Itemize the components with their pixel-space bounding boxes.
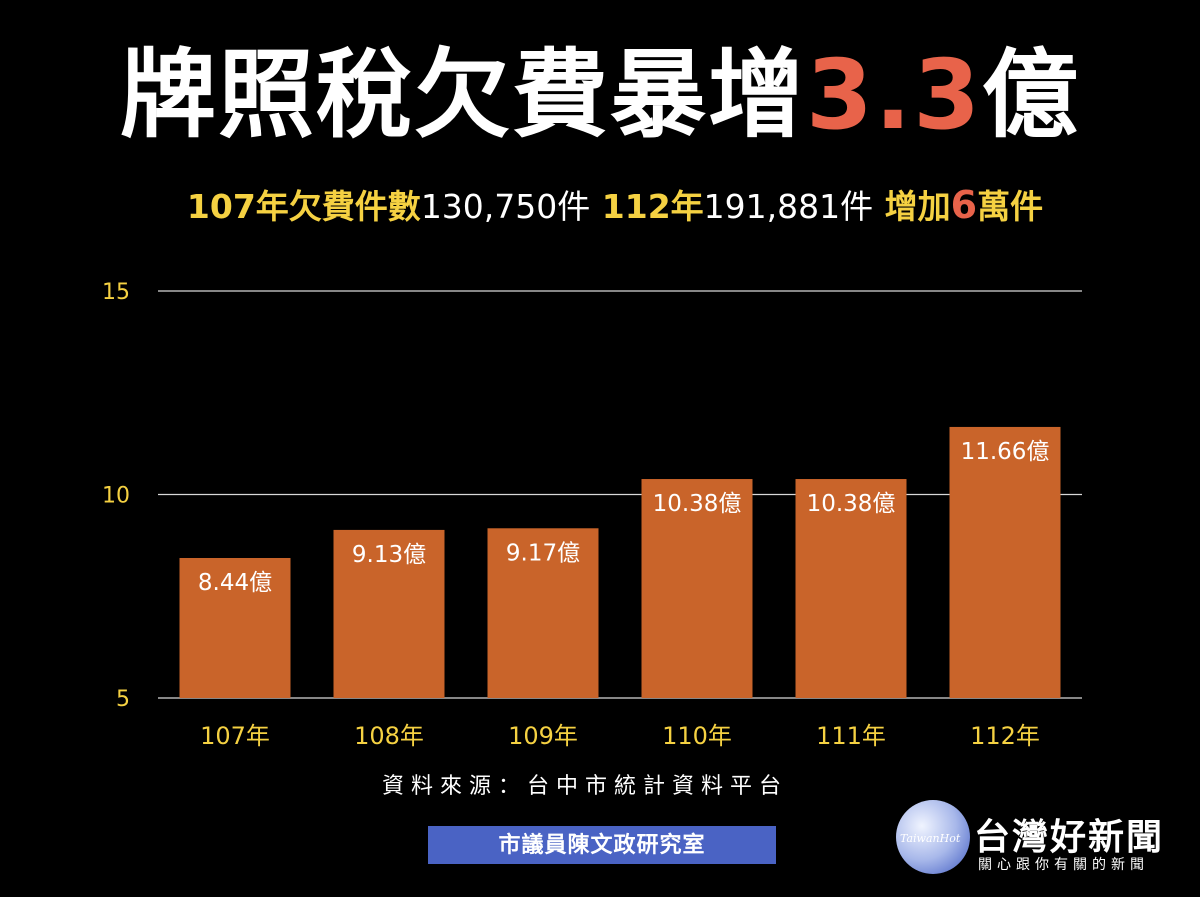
bar [487, 528, 599, 698]
data-label: 10.38億 [653, 491, 742, 517]
logo-name: 台灣好新聞 [974, 817, 1165, 858]
bar [179, 557, 291, 698]
data-label: 10.38億 [807, 491, 896, 517]
subtitle-part: 6 [950, 183, 978, 227]
author-banner: 市議員陳文政研究室 [428, 826, 776, 864]
data-label: 9.13億 [352, 542, 426, 568]
news-logo: TaiwanHot 台灣好新聞 關心跟你有關的新聞 [896, 800, 1196, 890]
subtitle-part: 萬件 [977, 187, 1044, 226]
bar [641, 479, 753, 698]
subtitle-part: 增加 [873, 187, 951, 226]
logo-tagline: 關心跟你有關的新聞 [978, 857, 1149, 873]
logo-disc-icon [896, 800, 970, 874]
y-tick-label: 10 [102, 484, 130, 509]
data-label: 8.44億 [198, 570, 272, 596]
title-accent: 3.3 [805, 39, 983, 151]
y-tick-label: 5 [116, 687, 130, 712]
y-tick-label: 15 [102, 280, 130, 305]
x-tick-label: 110年 [662, 722, 732, 750]
chart-title: 牌照稅欠費暴增3.3億 [0, 40, 1200, 150]
bar [333, 529, 445, 698]
subtitle-part: 130,750件 [420, 187, 591, 226]
x-tick-label: 109年 [508, 722, 578, 750]
subtitle-part: 191,881件 [703, 187, 874, 226]
chart-subtitle: 107年欠費件數130,750件 112年191,881件 增加6萬件 [0, 183, 1200, 229]
x-tick-label: 111年 [816, 722, 886, 750]
bar-chart: 5 10 15 8.44億 107年 9.13億 108年 9.17億 109年 10.38億 11… [102, 280, 1082, 750]
x-tick-label: 107年 [200, 722, 270, 750]
x-tick-label: 112年 [970, 722, 1040, 750]
data-source-note: 資料來源：台中市統計資料平台 [381, 774, 788, 799]
logo-disc-text: TaiwanHot [900, 832, 961, 845]
data-label: 11.66億 [961, 439, 1050, 465]
title-tail: 億 [982, 39, 1081, 151]
title-main: 牌照稅欠費暴增 [119, 39, 806, 151]
data-label: 9.17億 [506, 540, 580, 566]
bar [949, 426, 1061, 698]
subtitle-part: 112年 [590, 187, 704, 226]
subtitle-part: 107年欠費件數 [186, 187, 421, 226]
x-tick-label: 108年 [354, 722, 424, 750]
bar [795, 479, 907, 698]
